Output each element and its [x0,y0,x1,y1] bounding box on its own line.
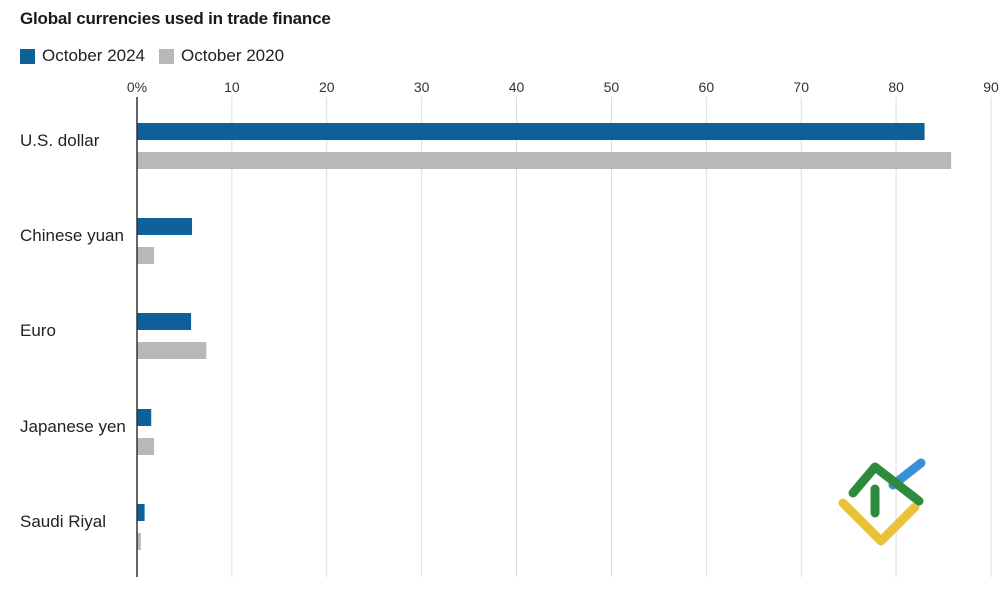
bar-october-2020-2 [137,342,207,359]
category-label-saudi-riyal: Saudi Riyal [20,512,106,531]
category-label-chinese-yuan: Chinese yuan [20,226,124,245]
bar-october-2024-1 [137,218,193,235]
x-tick-label-9: 90 [983,79,999,95]
bar-october-2020-1 [137,247,155,264]
chart-title: Global currencies used in trade finance [20,9,331,28]
legend-label-october-2020: October 2020 [181,46,285,65]
bar-october-2024-0 [137,123,925,140]
bar-october-2024-4 [137,504,145,521]
legend-item-october-2024: October 2024 [20,46,145,66]
x-tick-label-6: 60 [699,79,715,95]
x-tick-label-2: 20 [319,79,335,95]
chart-legend: October 2024 October 2020 [20,46,298,66]
x-tick-label-0: 0% [127,79,147,95]
category-label-u-s-dollar: U.S. dollar [20,131,100,150]
bar-october-2024-3 [137,409,152,426]
legend-item-october-2020: October 2020 [159,46,284,66]
x-tick-label-8: 80 [888,79,904,95]
x-tick-label-3: 30 [414,79,430,95]
x-tick-label-5: 50 [604,79,620,95]
bar-october-2020-3 [137,438,155,455]
legend-swatch-october-2024 [20,48,35,64]
legend-swatch-october-2020 [159,48,175,64]
x-tick-label-7: 70 [793,79,809,95]
x-tick-label-4: 40 [509,79,525,95]
legend-label-october-2024: October 2024 [42,46,146,65]
x-tick-label-1: 10 [224,79,240,95]
bar-october-2020-4 [137,533,141,550]
category-label-euro: Euro [20,321,56,340]
bar-october-2020-0 [137,152,952,169]
logo-yellow-stroke [838,498,920,546]
bar-october-2024-2 [137,313,192,330]
category-label-japanese-yen: Japanese yen [20,417,126,436]
logo-mark [838,458,926,546]
logo-green-stroke [848,462,924,506]
